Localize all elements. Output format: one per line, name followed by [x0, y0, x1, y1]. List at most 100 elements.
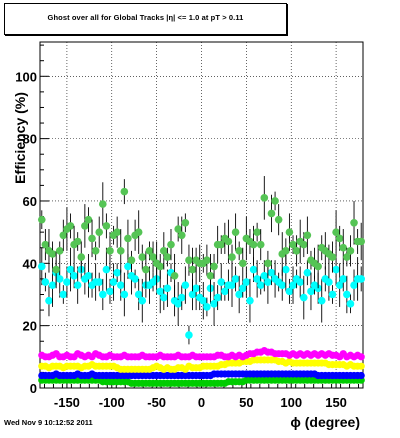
- data-point: [228, 253, 236, 261]
- x-tick-label: 100: [280, 395, 302, 410]
- data-point: [231, 275, 240, 283]
- data-point: [260, 271, 269, 280]
- data-point: [156, 287, 165, 296]
- data-point: [113, 268, 121, 277]
- y-axis-label: Efficiency (%): [12, 92, 28, 184]
- data-point: [357, 237, 366, 246]
- data-point: [221, 287, 229, 296]
- data-point: [217, 278, 226, 286]
- data-point: [73, 237, 82, 246]
- data-point: [317, 296, 326, 305]
- y-tick-label: 80: [23, 132, 37, 147]
- data-point: [343, 253, 351, 261]
- data-point: [357, 371, 365, 380]
- data-point: [328, 290, 337, 299]
- data-point: [95, 278, 104, 286]
- data-point: [37, 215, 46, 224]
- data-point: [99, 200, 107, 208]
- data-point: [192, 284, 200, 293]
- data-point: [160, 247, 168, 255]
- data-point: [217, 240, 226, 249]
- x-tick-label: -150: [54, 395, 80, 410]
- data-point: [282, 247, 290, 255]
- x-axis-label: ϕ (degree): [290, 414, 360, 430]
- data-point: [346, 300, 355, 308]
- data-point: [45, 296, 53, 305]
- data-point: [181, 218, 190, 227]
- data-point: [52, 265, 60, 274]
- data-point: [285, 228, 294, 236]
- data-point: [274, 215, 283, 224]
- data-point: [267, 268, 276, 277]
- data-point: [145, 247, 154, 255]
- data-point: [124, 234, 132, 243]
- data-point: [246, 296, 254, 305]
- data-point: [63, 278, 71, 286]
- x-tick-label: -100: [99, 395, 125, 410]
- data-point: [188, 265, 197, 274]
- data-point: [185, 256, 193, 264]
- data-point: [66, 265, 75, 274]
- data-point: [48, 281, 57, 289]
- data-point: [106, 247, 114, 255]
- data-point: [163, 284, 172, 293]
- data-point: [37, 262, 46, 271]
- data-point: [242, 278, 251, 286]
- data-point: [343, 290, 351, 299]
- data-point: [48, 250, 57, 258]
- data-point: [167, 240, 175, 249]
- data-point: [142, 265, 150, 274]
- data-point: [357, 275, 366, 283]
- timestamp: Wed Nov 9 10:12:52 2011: [4, 418, 93, 427]
- data-point: [238, 284, 247, 293]
- data-point: [339, 243, 348, 252]
- data-point: [235, 247, 243, 255]
- data-point: [357, 362, 365, 370]
- data-point: [163, 253, 172, 261]
- data-point: [231, 228, 240, 236]
- data-point: [260, 194, 269, 202]
- data-point: [59, 231, 68, 240]
- data-point: [149, 253, 157, 261]
- data-point: [299, 293, 308, 302]
- data-point: [303, 231, 312, 240]
- y-tick-label: 100: [15, 69, 37, 84]
- data-point: [203, 303, 211, 311]
- data-point: [256, 240, 265, 249]
- data-point: [213, 293, 222, 302]
- data-point: [84, 215, 93, 224]
- data-point: [102, 222, 111, 230]
- data-point: [91, 247, 100, 255]
- data-point: [206, 271, 215, 280]
- data-point: [84, 271, 93, 280]
- data-point: [289, 240, 297, 249]
- data-point: [210, 300, 218, 308]
- data-point: [106, 287, 114, 296]
- data-point: [134, 290, 143, 299]
- x-tick-label: 150: [325, 395, 347, 410]
- data-point: [264, 259, 272, 268]
- data-point: [339, 275, 348, 283]
- data-point: [346, 247, 355, 255]
- data-point: [188, 290, 197, 299]
- y-tick-label: 60: [23, 194, 37, 209]
- data-point: [314, 262, 322, 271]
- data-point: [174, 225, 182, 233]
- data-point: [138, 253, 147, 261]
- y-tick-label: 40: [23, 256, 37, 271]
- data-point: [332, 265, 340, 274]
- data-point: [41, 240, 50, 249]
- data-point: [134, 228, 143, 236]
- data-point: [185, 331, 193, 339]
- x-tick-label: -50: [147, 395, 166, 410]
- data-point: [350, 281, 358, 289]
- data-point: [102, 265, 111, 274]
- y-tick-label: 0: [30, 381, 37, 396]
- x-tick-label: 50: [239, 395, 253, 410]
- data-point: [253, 228, 261, 236]
- data-point: [66, 222, 75, 230]
- data-point: [253, 275, 261, 283]
- data-point: [170, 271, 179, 280]
- data-point: [335, 234, 344, 243]
